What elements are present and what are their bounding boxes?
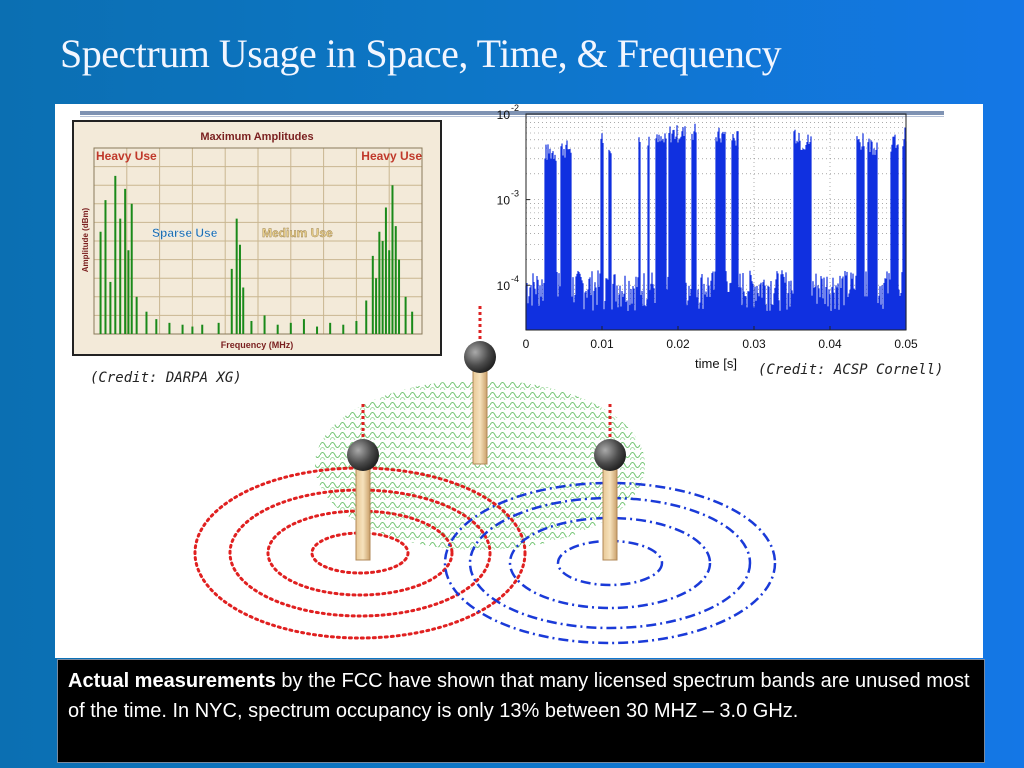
- x-tick-label: 0.03: [742, 337, 766, 351]
- slide-title: Spectrum Usage in Space, Time, & Frequen…: [60, 31, 782, 76]
- annotation-sparse-use: Sparse Use: [152, 226, 218, 240]
- tower-coverage-diagram: [193, 306, 777, 645]
- tower-icon: [347, 404, 379, 561]
- caption-text: by the FCC have shown that many licensed…: [68, 670, 970, 722]
- divider-rule: [80, 111, 944, 115]
- y-tick-exponent: -4: [511, 274, 519, 284]
- chart-title: Maximum Amplitudes: [200, 131, 313, 143]
- spectrum-amplitude-svg: Maximum Amplitudes Amplitude (dBm) Frequ…: [81, 131, 423, 350]
- annotation-medium-use: Medium Use: [262, 226, 333, 240]
- x-tick-label: 0.01: [590, 337, 614, 351]
- x-tick-label: 0.04: [818, 337, 842, 351]
- x-tick-label: 0.05: [894, 337, 918, 351]
- y-tick-label: 10: [497, 194, 511, 208]
- plot-frame: [93, 147, 423, 335]
- caption-box: Actual measurements by the FCC have show…: [57, 659, 985, 763]
- y-tick-label: 10: [497, 279, 511, 293]
- caption-bold: Actual measurements: [68, 670, 276, 692]
- y-tick-exponent: -3: [511, 189, 519, 199]
- tower-icon: [594, 404, 626, 561]
- x-tick-label: 0.02: [666, 337, 690, 351]
- coverage-area-green: [315, 380, 645, 550]
- annotation-heavy-use-right: Heavy Use: [361, 149, 422, 163]
- divider-rule-thin: [80, 116, 944, 117]
- y-tick-exponent: -2: [511, 104, 519, 113]
- x-tick-label: 0: [523, 337, 530, 351]
- credit-cornell: (Credit: ACSP Cornell): [758, 362, 944, 378]
- y-axis-label: Amplitude (dBm): [81, 207, 90, 272]
- tower-icon: [464, 306, 496, 465]
- y-tick-label: 10: [497, 108, 511, 122]
- plot-frame: [525, 113, 907, 331]
- x-axis-label: time [s]: [695, 356, 737, 371]
- annotation-heavy-use-left: Heavy Use: [96, 149, 157, 163]
- spectrum-amplitude-chart: Maximum Amplitudes Amplitude (dBm) Frequ…: [72, 120, 442, 356]
- x-axis-label: Frequency (MHz): [221, 340, 294, 350]
- credit-darpa: (Credit: DARPA XG): [90, 370, 242, 386]
